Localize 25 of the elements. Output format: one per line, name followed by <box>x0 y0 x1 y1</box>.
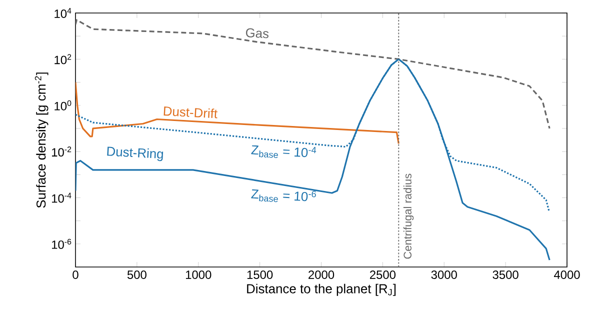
x-tick-label: 500 <box>127 270 146 279</box>
y-axis-title: Surface density [g cm$^{-2}$] <box>34 72 48 208</box>
y-tick-label: 10$^{0}$ <box>54 100 72 110</box>
ref-line-label: Centrifugal radius <box>403 174 414 259</box>
y-tick-label: 10$^{-2}$ <box>52 146 72 157</box>
annotation: Dust-Ring <box>107 146 164 162</box>
series-label: Z$_{base}$ = 10$^{-4}$ <box>251 145 316 158</box>
x-tick-label: 3500 <box>492 270 518 279</box>
x-axis-title: Distance to the planet [R$_{J}$] <box>247 284 396 296</box>
x-tick-label: 1500 <box>247 270 273 279</box>
series-label: Z$_{base}$ = 10$^{-6}$ <box>251 189 316 202</box>
x-tick-label: 0 <box>72 270 78 279</box>
series-label: Gas <box>246 28 269 38</box>
line-series <box>76 81 400 144</box>
y-tick-label: 10$^{-4}$ <box>52 192 72 203</box>
x-tick-label: 2500 <box>370 270 396 279</box>
y-tick-label: 10$^{2}$ <box>54 54 72 64</box>
x-tick-label: 1000 <box>186 270 212 279</box>
x-tick-label: 4000 <box>554 270 580 279</box>
x-tick-label: 2000 <box>308 270 334 279</box>
line-series <box>76 58 550 261</box>
y-tick-label: 10$^{-6}$ <box>52 238 72 249</box>
series-label: Dust-Drift <box>164 106 218 118</box>
x-tick-label: 3000 <box>431 270 457 279</box>
y-tick-label: 10$^{4}$ <box>54 8 72 18</box>
